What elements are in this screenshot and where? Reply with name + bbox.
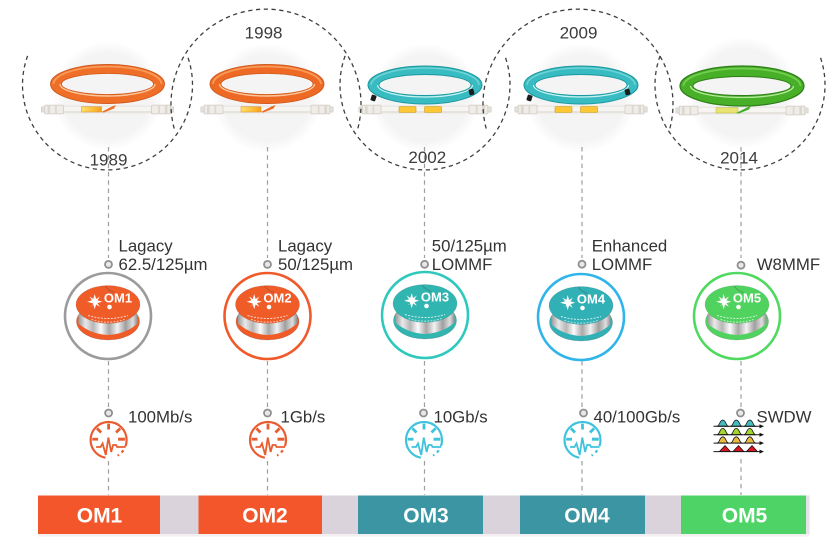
svg-text:LOMMF: LOMMF (432, 255, 493, 274)
svg-text:10Gb/s: 10Gb/s (434, 408, 488, 427)
svg-text:OM2: OM2 (263, 291, 291, 306)
svg-text:W8MMF: W8MMF (757, 255, 820, 274)
svg-text:Lagacy: Lagacy (119, 237, 174, 256)
svg-text:OM1: OM1 (77, 504, 123, 527)
svg-text:SWDW: SWDW (757, 408, 812, 427)
svg-text:Lagacy: Lagacy (278, 237, 333, 256)
svg-text:1989: 1989 (90, 151, 128, 170)
svg-text:Enhanced: Enhanced (592, 237, 668, 256)
svg-text:2009: 2009 (560, 23, 598, 42)
svg-text:50/125µm: 50/125µm (432, 237, 507, 256)
svg-text:OM3: OM3 (403, 504, 449, 527)
svg-text:LOMMF: LOMMF (592, 255, 653, 274)
svg-text:OM1: OM1 (104, 291, 132, 306)
svg-text:1998: 1998 (245, 23, 283, 42)
svg-text:OM4: OM4 (564, 504, 610, 527)
svg-text:OM2: OM2 (242, 504, 288, 527)
svg-text:1Gb/s: 1Gb/s (281, 408, 326, 427)
svg-text:62.5/125µm: 62.5/125µm (119, 255, 208, 274)
svg-text:100Mb/s: 100Mb/s (128, 408, 192, 427)
svg-text:OM5: OM5 (733, 291, 761, 306)
svg-text:OM5: OM5 (722, 504, 768, 527)
svg-text:2002: 2002 (408, 148, 446, 167)
svg-text:40/100Gb/s: 40/100Gb/s (594, 408, 681, 427)
svg-text:OM3: OM3 (421, 290, 449, 305)
svg-text:2014: 2014 (720, 148, 758, 167)
svg-text:OM4: OM4 (577, 292, 606, 307)
svg-text:50/125µm: 50/125µm (278, 255, 353, 274)
